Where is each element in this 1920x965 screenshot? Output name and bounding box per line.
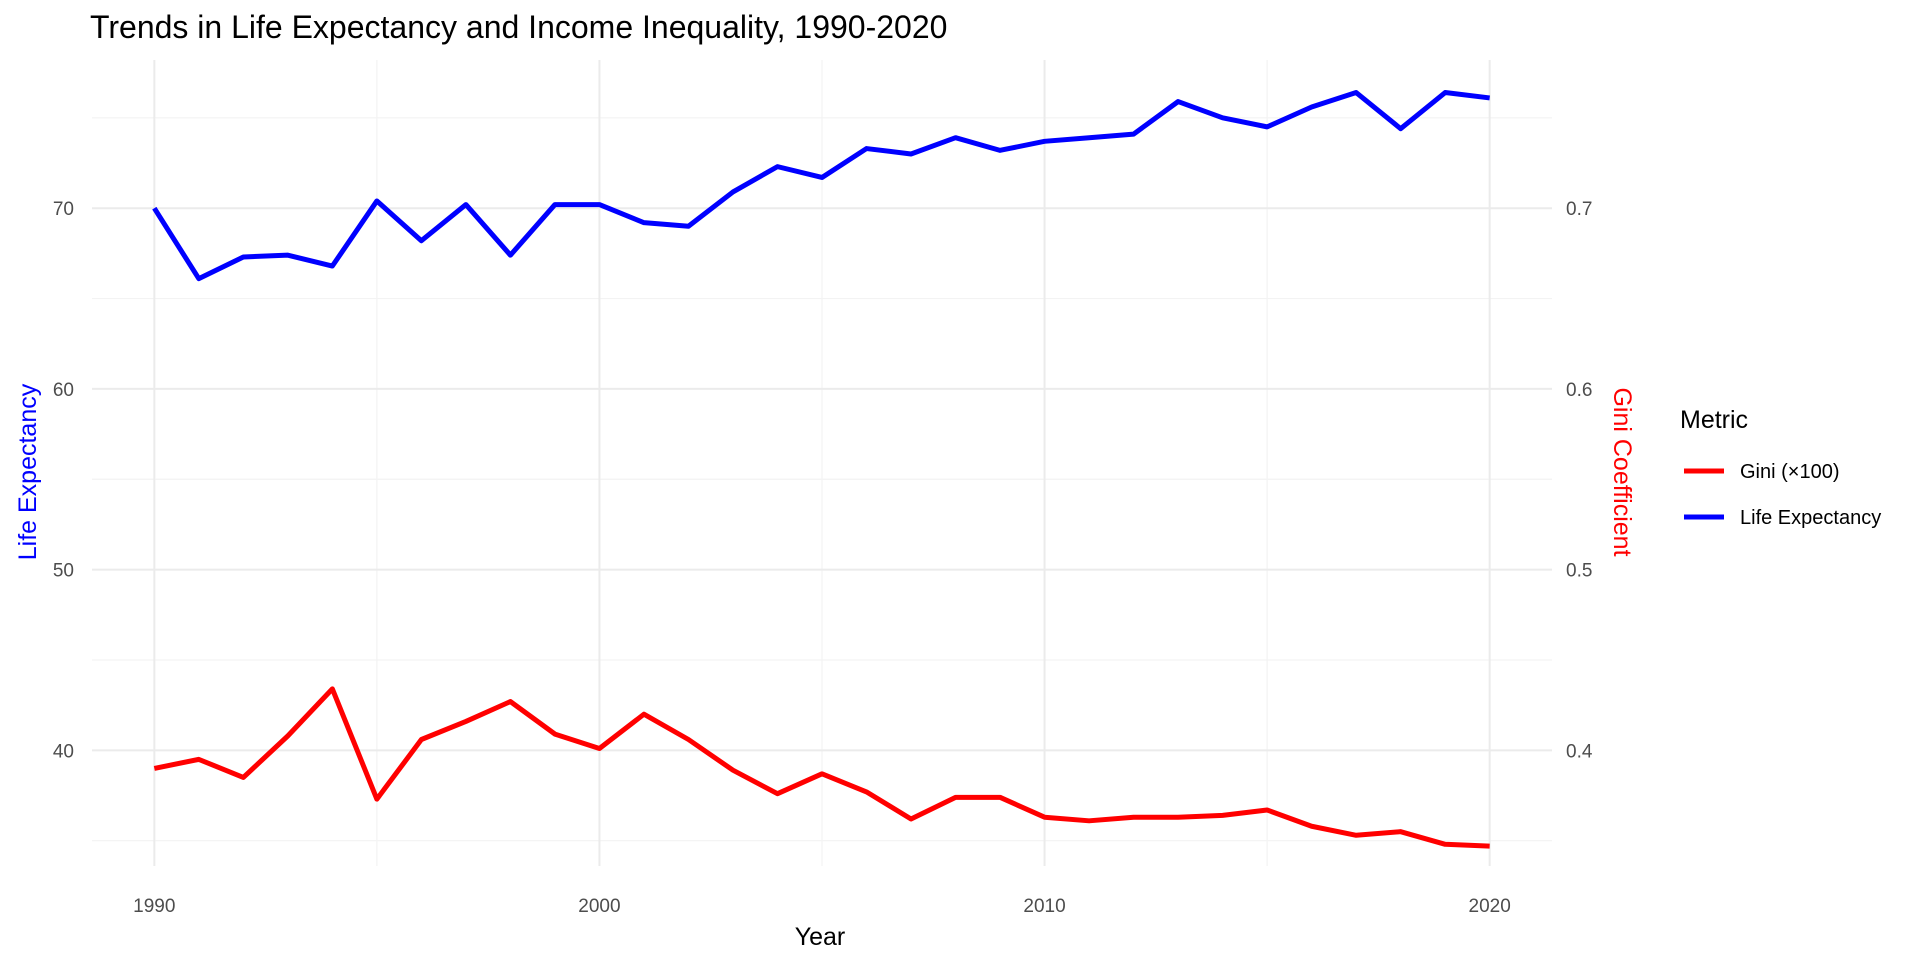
tick-labels: 1990 2000 2010 2020 40 50 60 70 0.4 0.5 0.6 0.7	[53, 199, 1593, 917]
series-line-gini	[153, 686, 1490, 849]
y-tick-label-right: 0.6	[1566, 380, 1592, 401]
y-tick-label-left: 60	[53, 380, 74, 401]
x-tick-label: 2000	[578, 896, 620, 917]
grid-lines	[92, 60, 1552, 866]
legend-title: Metric	[1680, 406, 1748, 434]
legend-label-life-expectancy: Life Expectancy	[1740, 507, 1881, 529]
y-axis-right-title: Gini Coefficient	[1608, 387, 1636, 556]
series-line-life-expectancy	[152, 90, 1490, 282]
x-axis-title: Year	[795, 923, 846, 951]
y-tick-label-right: 0.5	[1566, 561, 1592, 582]
series-lines	[152, 90, 1490, 849]
y-tick-label-left: 50	[53, 561, 74, 582]
x-tick-label: 1990	[133, 896, 175, 917]
y-tick-label-left: 70	[53, 199, 74, 220]
legend: Metric Gini (×100) Life Expectancy	[1680, 406, 1881, 529]
legend-label-gini: Gini (×100)	[1740, 461, 1840, 483]
y-tick-label-right: 0.7	[1566, 199, 1592, 220]
y-tick-label-right: 0.4	[1566, 741, 1593, 762]
y-axis-left-title: Life Expectancy	[14, 383, 42, 560]
chart-title: Trends in Life Expectancy and Income Ine…	[90, 9, 947, 45]
x-tick-label: 2020	[1469, 896, 1511, 917]
x-tick-label: 2010	[1023, 896, 1065, 917]
y-tick-label-left: 40	[53, 741, 74, 762]
